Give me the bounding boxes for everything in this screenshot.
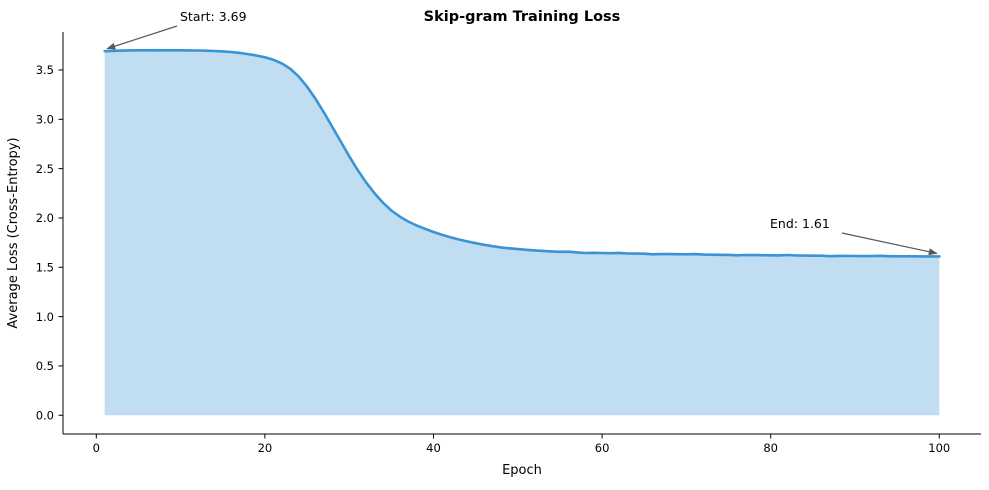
y-tick-label: 3.0: [36, 113, 54, 127]
chart-title: Skip-gram Training Loss: [424, 9, 621, 25]
end-annotation-label: End: 1.61: [770, 216, 830, 231]
y-tick-label: 1.0: [36, 310, 54, 324]
y-tick-label: 0.5: [36, 359, 54, 373]
loss-area-fill: [104, 50, 940, 416]
y-axis-ticks: 0.0 0.5 1.0 1.5 2.0 2.5 3.0 3.5: [36, 63, 63, 422]
end-annotation: End: 1.61: [770, 216, 938, 256]
end-annotation-arrow: [841, 232, 938, 256]
x-axis-ticks: 0 20 40 60 80 100: [93, 434, 950, 455]
x-tick-label: 20: [258, 441, 273, 455]
y-axis-label: Average Loss (Cross-Entropy): [6, 137, 21, 328]
x-tick-label: 60: [595, 441, 610, 455]
loss-line: [103, 48, 941, 258]
x-tick-label: 80: [763, 441, 778, 455]
y-tick-label: 0.0: [36, 408, 54, 422]
x-axis-label: Epoch: [502, 463, 542, 478]
y-tick-label: 2.0: [36, 211, 54, 225]
x-tick-label: 0: [93, 441, 100, 455]
start-annotation: Start: 3.69: [106, 9, 247, 50]
x-tick-label: 100: [928, 441, 950, 455]
start-annotation-label: Start: 3.69: [180, 9, 247, 24]
start-annotation-arrow: [106, 25, 178, 50]
x-tick-label: 40: [426, 441, 441, 455]
y-tick-label: 1.5: [36, 260, 54, 274]
y-tick-label: 3.5: [36, 63, 54, 77]
y-tick-label: 2.5: [36, 162, 54, 176]
